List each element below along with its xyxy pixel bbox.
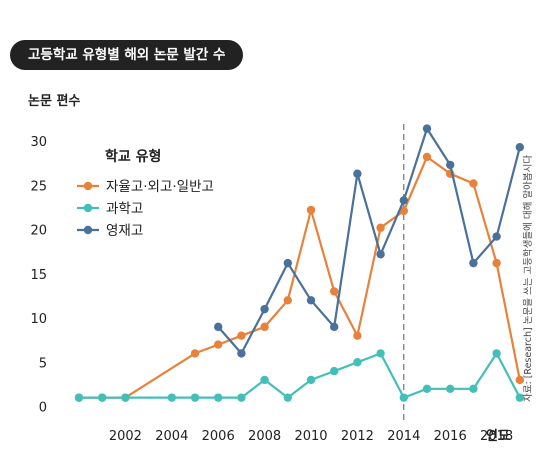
data-point [515,142,524,152]
data-point [237,349,246,358]
y-tick-label: 0 [39,401,47,416]
data-point [469,258,478,268]
series-line [217,127,521,355]
x-tick-label: 2016 [434,429,467,444]
data-point [167,393,176,402]
data-point [469,384,478,393]
source-note: 자료: [Research] 논문을 쓰는 고등학생들에 대해 알아봅시다 [522,155,534,402]
legend-label: 과학고 [106,201,143,217]
data-point [214,322,223,332]
data-point [515,393,524,402]
series-lines [74,124,524,402]
y-tick-label: 25 [30,179,47,194]
data-point [353,358,362,367]
data-point [422,152,432,162]
data-point [237,331,246,340]
data-point [376,223,385,232]
data-point [190,393,200,402]
y-tick-label: 15 [30,268,47,283]
y-tick-label: 30 [30,135,47,150]
legend-swatch-marker [83,225,93,235]
data-point [399,393,408,402]
data-point [260,322,269,332]
data-point [399,206,408,216]
data-point [469,179,478,188]
data-point [283,258,292,268]
data-point [422,124,432,133]
data-point [214,393,223,402]
x-axis-label: 연도 [486,429,510,444]
data-point [446,160,455,170]
data-point [260,375,269,385]
data-point [330,287,339,296]
data-point [492,258,501,268]
data-point [330,322,339,332]
data-point [190,349,200,358]
data-point [283,296,292,305]
chart-title: 고등학교 유형별 해외 논문 발간 수 [10,40,244,70]
data-point [422,384,432,393]
data-point [283,393,292,402]
x-tick-label: 2002 [109,429,142,444]
data-point [306,296,316,305]
x-tick-label: 2010 [294,429,327,444]
y-axis-label: 논문 편수 [28,93,80,109]
x-tick-label: 2004 [155,429,188,444]
data-point [260,304,269,314]
data-point [446,384,455,393]
data-point [306,205,316,215]
x-tick-label: 2008 [248,429,281,444]
data-point [353,331,362,340]
data-point [376,349,385,358]
data-point [98,393,107,402]
data-point [353,169,362,178]
legend-swatch-marker [83,203,93,213]
legend-swatch-marker [83,181,93,191]
data-point [376,250,385,259]
y-tick-label: 5 [39,356,47,371]
data-point [237,393,246,402]
y-tick-label: 20 [30,224,47,239]
data-point [74,393,84,402]
legend-label: 영재고 [106,223,143,239]
x-tick-label: 2014 [387,429,420,444]
x-tick-label: 2006 [202,429,235,444]
data-point [214,340,223,349]
x-tick-label: 2018 [480,429,513,444]
data-point [121,393,130,402]
data-point [492,232,501,241]
y-tick-label: 10 [30,312,47,327]
x-tick-label: 2012 [341,429,374,444]
data-point [515,375,524,385]
data-point [492,349,501,358]
axes: 0 5 10 15 20 25 30 2002 2004 2006 2008 2010 2012 2014… [30,124,513,444]
data-point [330,366,339,376]
legend-title: 학교 유형 [105,148,161,165]
legend-label: 자율고·외고·일반고 [106,179,214,195]
data-point [399,196,408,205]
data-point [306,375,316,385]
